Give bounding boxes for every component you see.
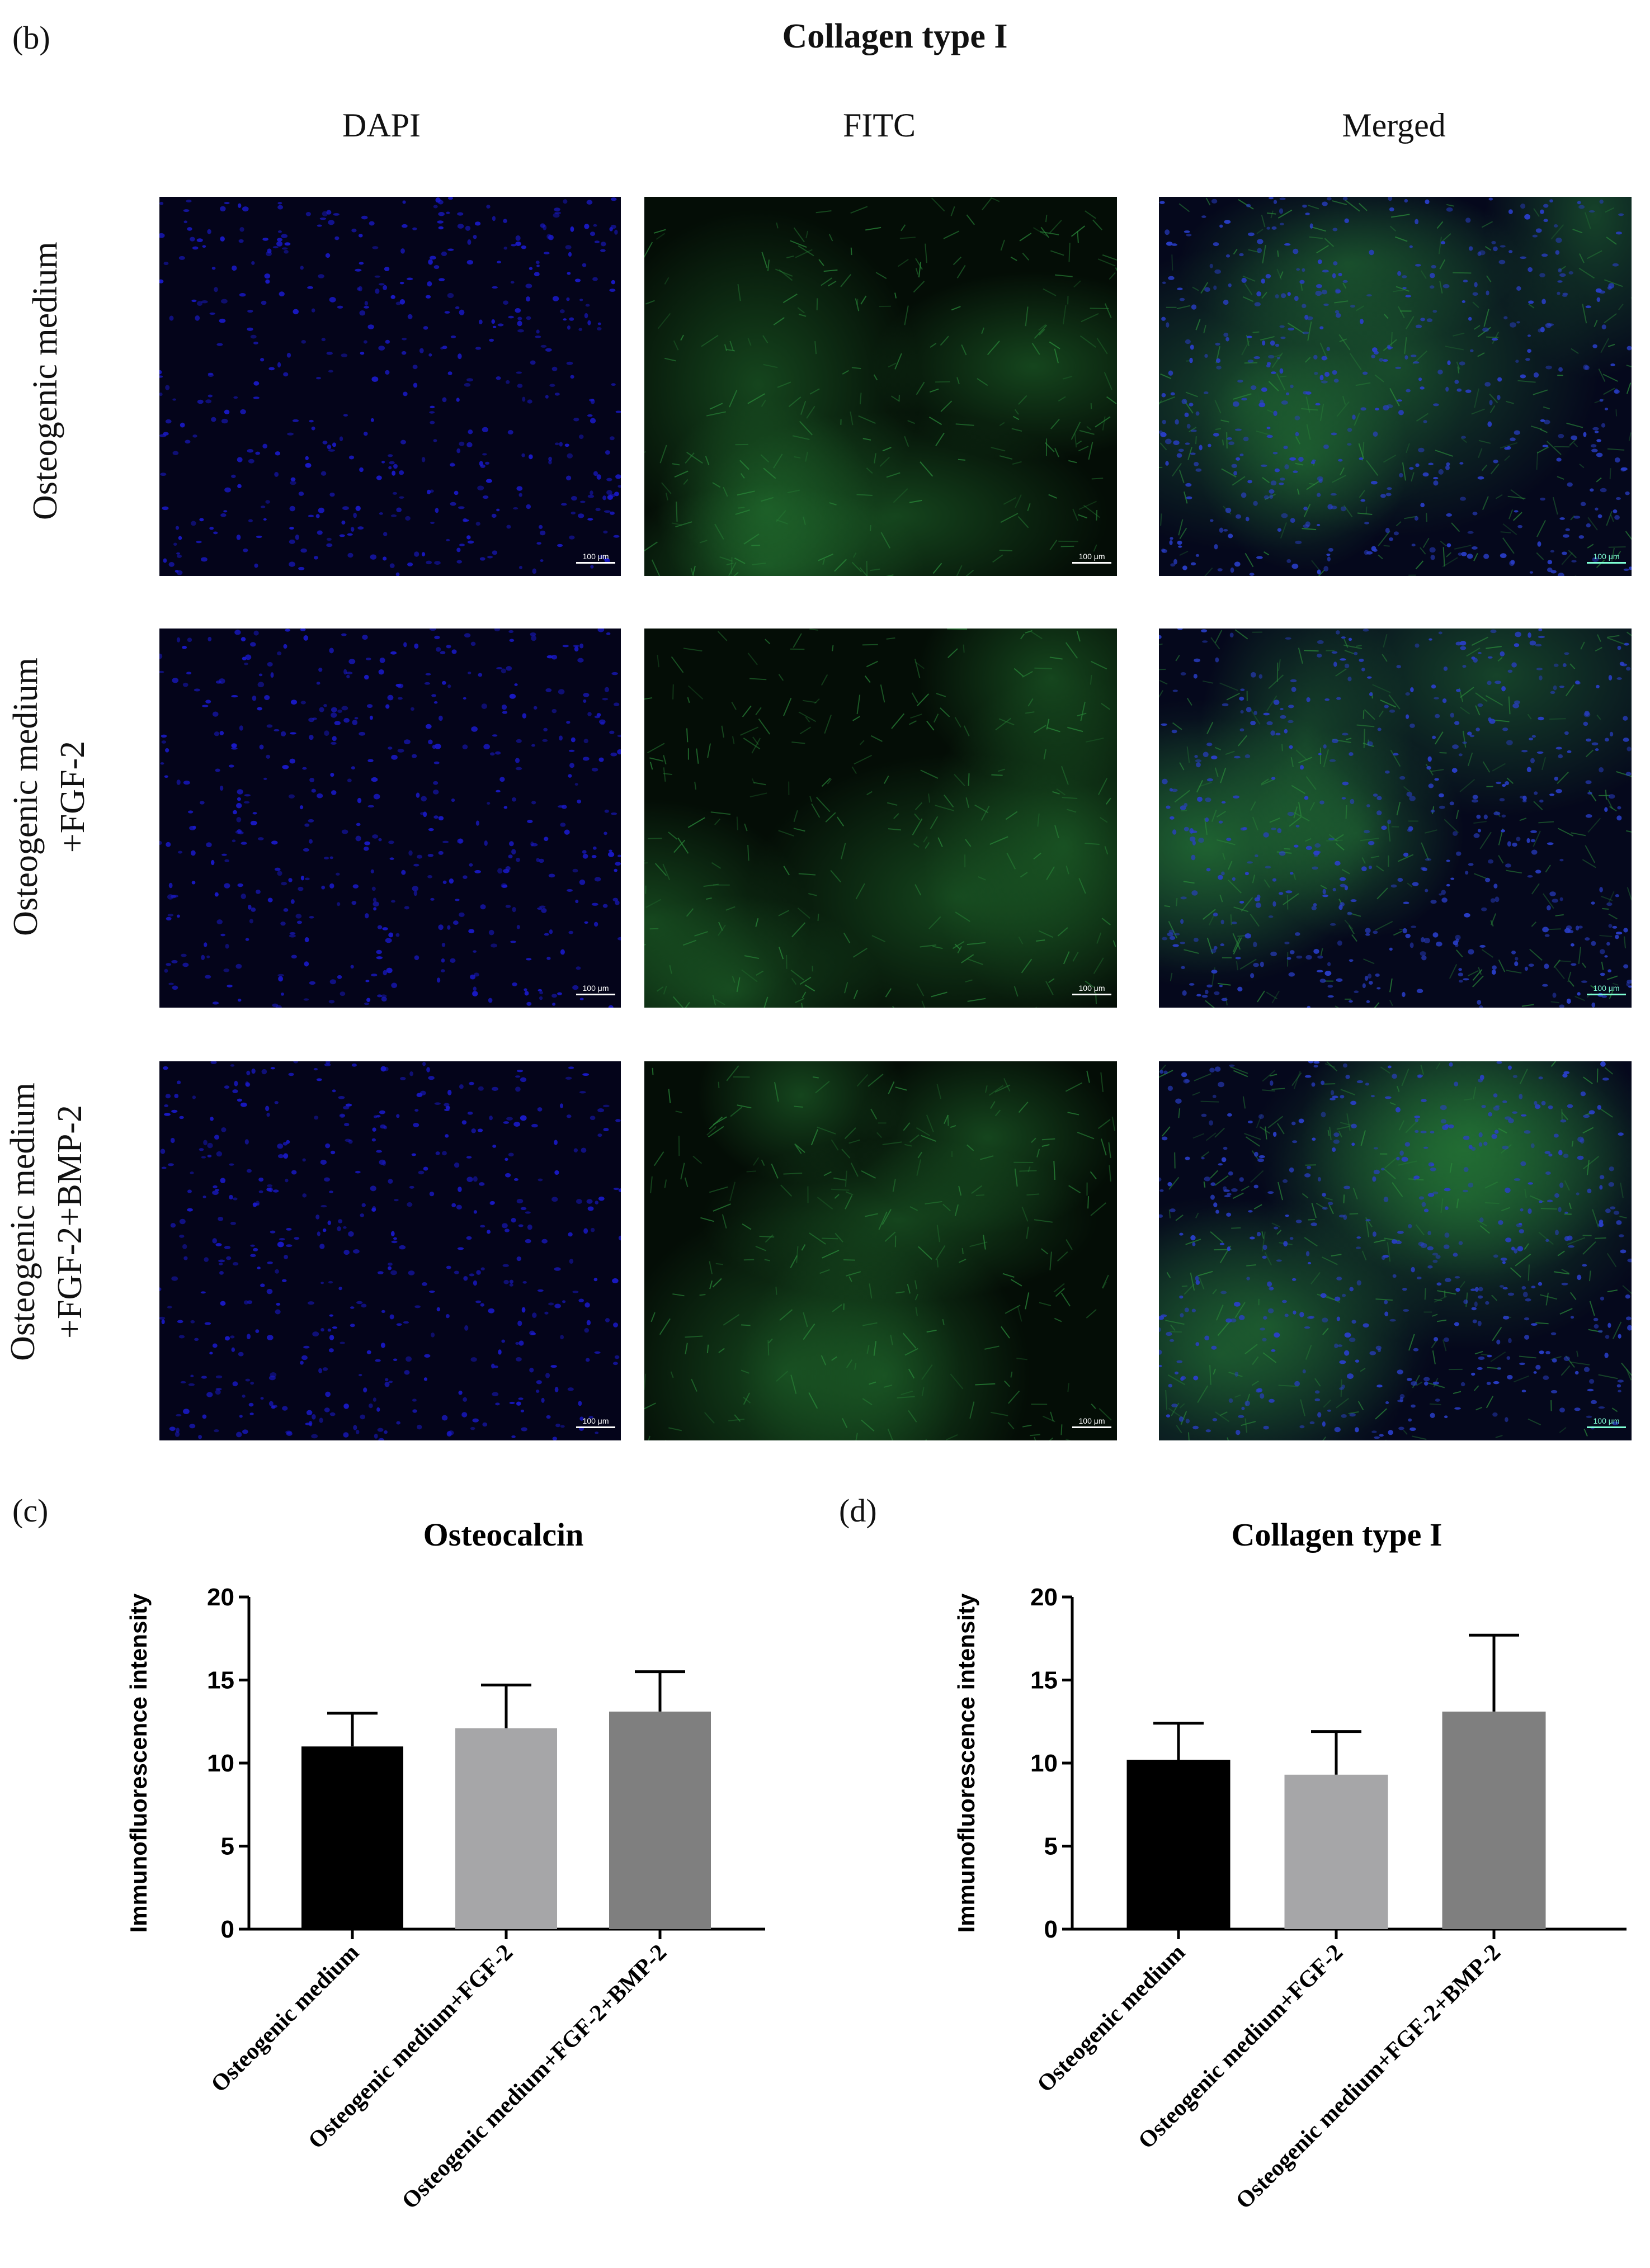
osteocalcin-bar-chart: Osteocalcin Immunofluorescence intensity 0… (125, 1516, 765, 2214)
scale-bar-line (576, 994, 615, 995)
scale-bar-line (1072, 994, 1111, 995)
micrograph-fitc-row-2: 100 μm (644, 629, 1117, 1008)
scale-bar-label: 100 μm (582, 1416, 609, 1425)
bar (455, 1728, 557, 1929)
bar (1442, 1711, 1546, 1929)
column-header-merged: Merged (1342, 107, 1446, 144)
scale-bar-line (1072, 562, 1111, 564)
y-tick-label: 0 (1044, 1916, 1058, 1943)
scale-bar-line (1587, 994, 1626, 995)
scale-bar: 100 μm (1587, 984, 1626, 995)
row-label-line: Osteogenic medium (4, 1083, 42, 1361)
scale-bar: 100 μm (1072, 1416, 1111, 1428)
row-label-line: +FGF-2+BMP-2 (50, 1105, 89, 1339)
bar (609, 1711, 711, 1929)
bar (1126, 1760, 1231, 1929)
row-label-line: Osteogenic medium (7, 658, 45, 936)
scale-bar-line (576, 562, 615, 564)
panel-b-title: Collagen type I (782, 17, 1008, 55)
panel-c-letter: (c) (12, 1492, 49, 1529)
scale-bar-label: 100 μm (1593, 1416, 1620, 1425)
scale-bar-label: 100 μm (1078, 1416, 1105, 1425)
bar (301, 1746, 403, 1929)
y-tick-label: 15 (1030, 1667, 1058, 1694)
micrograph-dapi-row-1: 100 μm (159, 197, 621, 576)
scale-bar-label: 100 μm (1593, 552, 1620, 561)
y-axis-label: Immunofluorescence intensity (953, 1593, 979, 1932)
scale-bar-line (576, 1426, 615, 1428)
x-category-label: Osteogenic medium+FGF-2+BMP-2 (397, 1940, 672, 2214)
row-label-line: Osteogenic medium (26, 242, 64, 520)
scale-bar: 100 μm (576, 1416, 615, 1428)
micrograph-dapi-row-2: 100 μm (159, 629, 621, 1008)
micrograph-dapi-row-3: 100 μm (159, 1061, 621, 1440)
y-tick-label: 0 (221, 1916, 234, 1943)
row-label-line: +FGF-2 (53, 740, 92, 853)
y-tick-label: 15 (207, 1667, 234, 1694)
scale-bar-label: 100 μm (582, 552, 609, 561)
y-tick-label: 20 (1030, 1584, 1058, 1611)
y-tick-label: 5 (221, 1833, 234, 1860)
scale-bar-label: 100 μm (1593, 984, 1620, 993)
micrograph-merged-row-2: 100 μm (1159, 629, 1632, 1008)
micrograph-merged-row-3: 100 μm (1159, 1061, 1632, 1440)
x-category-label: Osteogenic medium (206, 1940, 364, 2097)
scale-bar-line (1587, 1426, 1626, 1428)
x-category-label: Osteogenic medium (1033, 1940, 1190, 2097)
row-label-osteogenic-fgf2: Osteogenic medium +FGF-2 (3, 657, 98, 937)
scale-bar: 100 μm (1587, 552, 1626, 564)
y-tick-label: 20 (207, 1584, 234, 1611)
panel-b-letter: (b) (12, 20, 50, 56)
bar (1284, 1774, 1388, 1929)
x-category-label: Osteogenic medium+FGF-2+BMP-2 (1231, 1940, 1506, 2214)
chart-title: Collagen type I (1232, 1516, 1442, 1553)
scale-bar-line (1587, 562, 1626, 564)
collagen-type-i-bar-chart: Collagen type I Immunofluorescence intens… (953, 1516, 1627, 2214)
scale-bar: 100 μm (576, 552, 615, 564)
scale-bar-label: 100 μm (582, 984, 609, 993)
micrograph-fitc-row-3: 100 μm (644, 1061, 1117, 1440)
panel-d-letter: (d) (839, 1492, 877, 1529)
scale-bar: 100 μm (1072, 552, 1111, 564)
y-tick-label: 10 (207, 1750, 234, 1777)
scale-bar: 100 μm (576, 984, 615, 995)
y-tick-label: 10 (1030, 1750, 1058, 1777)
scale-bar-label: 100 μm (1078, 984, 1105, 993)
row-label-osteogenic: Osteogenic medium (22, 242, 78, 520)
scale-bar-label: 100 μm (1078, 552, 1105, 561)
chart-title: Osteocalcin (423, 1516, 584, 1553)
y-tick-label: 5 (1044, 1833, 1058, 1860)
micrograph-merged-row-1: 100 μm (1159, 197, 1632, 576)
column-header-dapi: DAPI (342, 107, 421, 144)
y-axis-label: Immunofluorescence intensity (125, 1593, 152, 1932)
column-header-fitc: FITC (842, 107, 916, 144)
scale-bar-line (1072, 1426, 1111, 1428)
scale-bar: 100 μm (1072, 984, 1111, 995)
scale-bar: 100 μm (1587, 1416, 1626, 1428)
row-label-osteogenic-fgf2-bmp2: Osteogenic medium +FGF-2+BMP-2 (0, 1065, 95, 1378)
micrograph-fitc-row-1: 100 μm (644, 197, 1117, 576)
